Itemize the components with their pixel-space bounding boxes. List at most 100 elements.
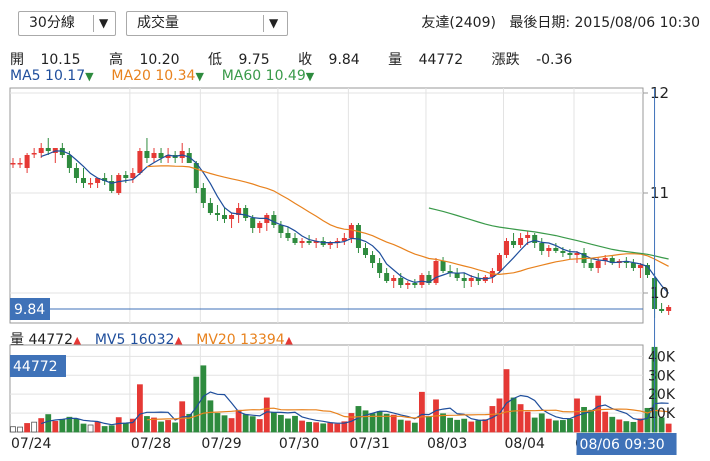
period-select[interactable]: 30分線 ▼	[18, 11, 116, 36]
volume-bar	[115, 417, 122, 433]
volume-bar	[397, 419, 404, 433]
candle-body	[391, 278, 397, 281]
candle-body	[271, 215, 277, 225]
candle-body	[45, 148, 51, 151]
open-value: 10.15	[40, 52, 81, 68]
volume-bar	[207, 400, 214, 433]
volume-bar	[320, 423, 327, 433]
candle-body	[116, 175, 122, 193]
volume-bar	[524, 411, 531, 433]
volume-bar	[602, 411, 609, 433]
candle-body	[278, 225, 284, 233]
candle-body	[102, 178, 108, 181]
up-arrow-icon: ▲	[284, 334, 294, 347]
high-value: 10.20	[139, 52, 180, 68]
volume-bar	[595, 395, 602, 433]
volume-bar	[383, 413, 390, 433]
candle-body	[574, 253, 580, 255]
volume-bar	[242, 414, 249, 433]
ma60-line	[428, 207, 669, 260]
candle-body	[440, 261, 446, 271]
candle-body	[207, 203, 213, 213]
candle-body	[461, 278, 467, 281]
volume-bar	[327, 422, 334, 433]
volume-bar	[256, 419, 263, 433]
candle-body	[609, 258, 615, 263]
volume-value: 44772	[418, 52, 464, 68]
volume-bar	[38, 418, 45, 433]
volume-bar	[122, 422, 129, 433]
volume-bar	[87, 424, 94, 433]
volume-bar	[404, 420, 411, 433]
mv5-line	[41, 391, 669, 426]
candle-body	[595, 261, 601, 268]
volume-bar	[468, 421, 475, 433]
candle-body	[645, 265, 650, 275]
candle-body	[186, 153, 192, 163]
volume-bar	[193, 376, 200, 433]
candle-body	[637, 265, 643, 268]
volume-bar	[94, 421, 101, 433]
candle-body	[567, 253, 573, 255]
candle-body	[539, 243, 545, 251]
volume-bar	[165, 420, 172, 433]
candle-body	[384, 273, 390, 281]
volume-bar	[482, 419, 489, 433]
indicator-select[interactable]: 成交量 ▼	[126, 11, 288, 36]
volume-bar	[228, 418, 235, 433]
candle-body	[525, 235, 531, 238]
volume-bar	[637, 418, 644, 433]
candle-body	[496, 255, 502, 271]
volume-bar	[66, 416, 73, 433]
volume-bar	[101, 426, 108, 433]
ma20-line	[146, 165, 669, 276]
candle-body	[285, 233, 291, 238]
volume-bar	[581, 407, 587, 433]
volume-bar	[489, 406, 496, 433]
candle-body	[659, 309, 665, 311]
volume-bar	[59, 419, 66, 433]
volume-bars	[10, 346, 672, 433]
candle-body	[66, 155, 72, 168]
volume-bar	[426, 416, 432, 433]
volume-bar	[623, 421, 630, 433]
candle-body	[602, 258, 608, 261]
candlesticks	[10, 138, 672, 318]
down-arrow-icon: ▼	[195, 70, 204, 83]
candle-body	[355, 225, 361, 248]
ma5-line	[41, 150, 670, 294]
volume-bar	[17, 426, 23, 433]
cursor-label-text: 08/06 09:30	[580, 437, 665, 453]
last-volume-badge-text: 44772	[13, 359, 58, 375]
volume-bar	[390, 414, 397, 433]
candle-body	[236, 208, 242, 215]
mv5-legend: MV5 16032▲	[94, 332, 183, 348]
volume-bar	[31, 421, 38, 433]
volume-bar	[249, 416, 256, 433]
volume-bar	[263, 397, 270, 433]
candle-body	[109, 181, 115, 191]
chevron-down-icon: ▼	[99, 16, 109, 30]
down-arrow-icon: ▼	[305, 70, 315, 83]
volume-bar	[496, 398, 503, 433]
candle-body	[158, 153, 164, 158]
volume-bar	[517, 404, 524, 433]
down-arrow-icon: ▼	[85, 70, 94, 83]
x-tick-label: 07/30	[279, 436, 319, 452]
change-label: 漲跌	[491, 52, 520, 68]
candle-body	[24, 155, 30, 168]
candle-body	[504, 241, 509, 255]
candle-body	[200, 188, 206, 203]
ma-legend: MA5 10.17▼ MA20 10.34▼ MA60 10.49▼	[10, 68, 314, 84]
x-tick-label: 08/03	[427, 436, 467, 452]
price-tick-label: 12	[650, 84, 669, 102]
candle-body	[165, 155, 171, 158]
volume-bar	[52, 421, 59, 433]
last-date-label: 最後日期:	[509, 15, 571, 31]
volume-bar	[306, 421, 313, 433]
volume-bar	[552, 420, 559, 433]
volume-bar	[158, 421, 164, 433]
volume-bar	[214, 413, 221, 433]
mv20-line	[146, 407, 669, 421]
